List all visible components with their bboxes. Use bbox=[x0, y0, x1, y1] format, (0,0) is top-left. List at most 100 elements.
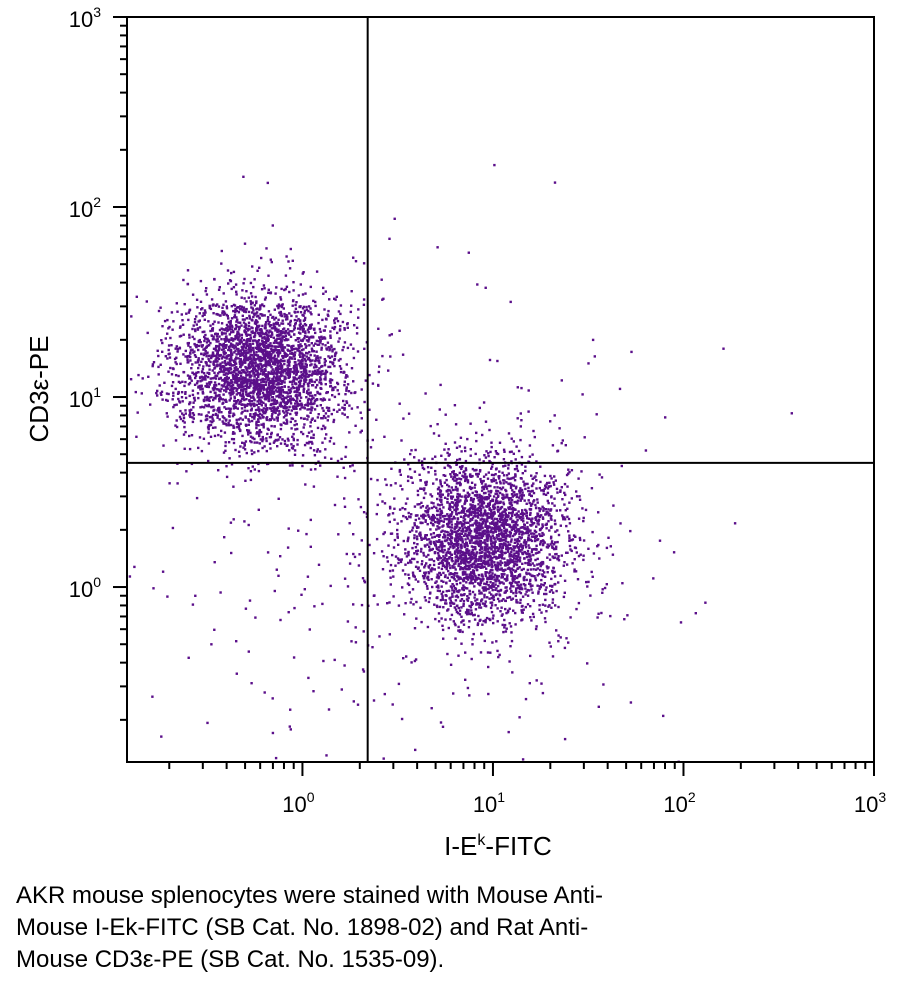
data-point bbox=[490, 445, 493, 449]
data-point bbox=[284, 274, 288, 277]
data-point bbox=[243, 349, 246, 352]
data-point bbox=[543, 592, 546, 596]
data-point bbox=[247, 296, 250, 299]
data-point bbox=[191, 327, 194, 331]
data-point bbox=[228, 363, 232, 366]
data-point bbox=[269, 380, 272, 383]
data-point bbox=[434, 581, 437, 584]
data-point bbox=[283, 339, 286, 342]
data-point bbox=[232, 426, 235, 429]
data-point bbox=[282, 348, 285, 351]
data-point bbox=[515, 485, 518, 488]
data-point bbox=[276, 368, 279, 371]
data-point bbox=[466, 510, 469, 513]
data-point bbox=[225, 390, 228, 393]
data-point bbox=[356, 406, 359, 409]
data-point bbox=[243, 356, 247, 359]
data-point bbox=[423, 487, 426, 490]
data-point bbox=[352, 533, 355, 536]
data-point bbox=[236, 378, 239, 381]
data-point bbox=[541, 523, 544, 526]
data-point bbox=[483, 562, 486, 565]
data-point bbox=[454, 485, 458, 489]
data-point bbox=[230, 287, 233, 291]
data-point bbox=[224, 441, 227, 444]
data-point bbox=[280, 358, 283, 361]
data-point bbox=[170, 311, 174, 314]
data-point bbox=[316, 404, 319, 408]
data-point bbox=[231, 387, 234, 391]
data-point bbox=[470, 571, 474, 574]
data-point bbox=[307, 388, 310, 391]
data-point bbox=[310, 440, 313, 444]
data-point bbox=[343, 403, 346, 407]
data-point bbox=[377, 370, 380, 374]
data-point bbox=[575, 551, 578, 554]
data-point bbox=[304, 371, 308, 375]
data-point bbox=[179, 417, 183, 421]
data-point bbox=[271, 396, 275, 399]
data-point bbox=[336, 389, 339, 392]
data-point bbox=[293, 355, 296, 358]
data-point bbox=[553, 575, 557, 578]
data-point bbox=[425, 506, 428, 509]
data-point bbox=[235, 389, 238, 393]
data-point bbox=[459, 552, 462, 555]
data-point bbox=[338, 337, 341, 340]
data-point bbox=[313, 380, 316, 384]
data-point bbox=[259, 412, 262, 416]
data-point bbox=[307, 356, 311, 360]
data-point bbox=[234, 358, 237, 361]
data-point bbox=[436, 525, 439, 528]
data-point bbox=[235, 400, 238, 403]
data-point bbox=[263, 344, 266, 348]
data-point bbox=[360, 417, 363, 420]
data-point bbox=[224, 346, 227, 349]
data-point bbox=[193, 354, 197, 357]
data-point bbox=[301, 464, 304, 468]
data-point bbox=[310, 347, 314, 350]
data-point bbox=[516, 576, 519, 580]
data-point bbox=[460, 615, 463, 618]
data-point bbox=[545, 586, 548, 589]
data-point bbox=[459, 581, 462, 585]
data-point bbox=[244, 332, 248, 336]
data-point bbox=[348, 404, 351, 407]
data-point bbox=[288, 373, 291, 376]
data-point bbox=[590, 570, 593, 574]
data-point bbox=[551, 598, 555, 601]
data-point bbox=[232, 424, 235, 427]
data-point bbox=[264, 333, 267, 336]
data-point bbox=[508, 523, 511, 527]
data-point bbox=[521, 514, 525, 517]
data-point bbox=[431, 536, 434, 539]
data-point bbox=[188, 414, 191, 417]
data-point bbox=[289, 247, 292, 251]
data-point bbox=[423, 574, 426, 578]
data-point bbox=[515, 500, 518, 504]
data-point bbox=[523, 484, 526, 487]
data-point bbox=[538, 486, 541, 490]
data-point bbox=[245, 334, 248, 337]
data-point bbox=[548, 590, 552, 593]
data-point bbox=[410, 513, 413, 516]
data-point bbox=[212, 347, 216, 350]
data-point bbox=[329, 381, 332, 384]
data-point bbox=[520, 497, 524, 500]
data-point bbox=[337, 359, 341, 362]
data-point bbox=[240, 351, 243, 355]
data-point bbox=[245, 349, 248, 352]
data-point bbox=[284, 318, 288, 321]
data-point bbox=[250, 452, 254, 456]
data-point bbox=[182, 278, 185, 282]
data-point bbox=[171, 398, 174, 401]
data-point bbox=[191, 412, 195, 415]
data-point bbox=[291, 464, 294, 467]
data-point bbox=[245, 398, 248, 401]
data-point bbox=[542, 507, 545, 510]
data-point bbox=[322, 414, 326, 418]
data-point bbox=[214, 349, 217, 352]
data-point bbox=[243, 310, 246, 313]
data-point bbox=[515, 557, 518, 561]
data-point bbox=[510, 574, 513, 577]
